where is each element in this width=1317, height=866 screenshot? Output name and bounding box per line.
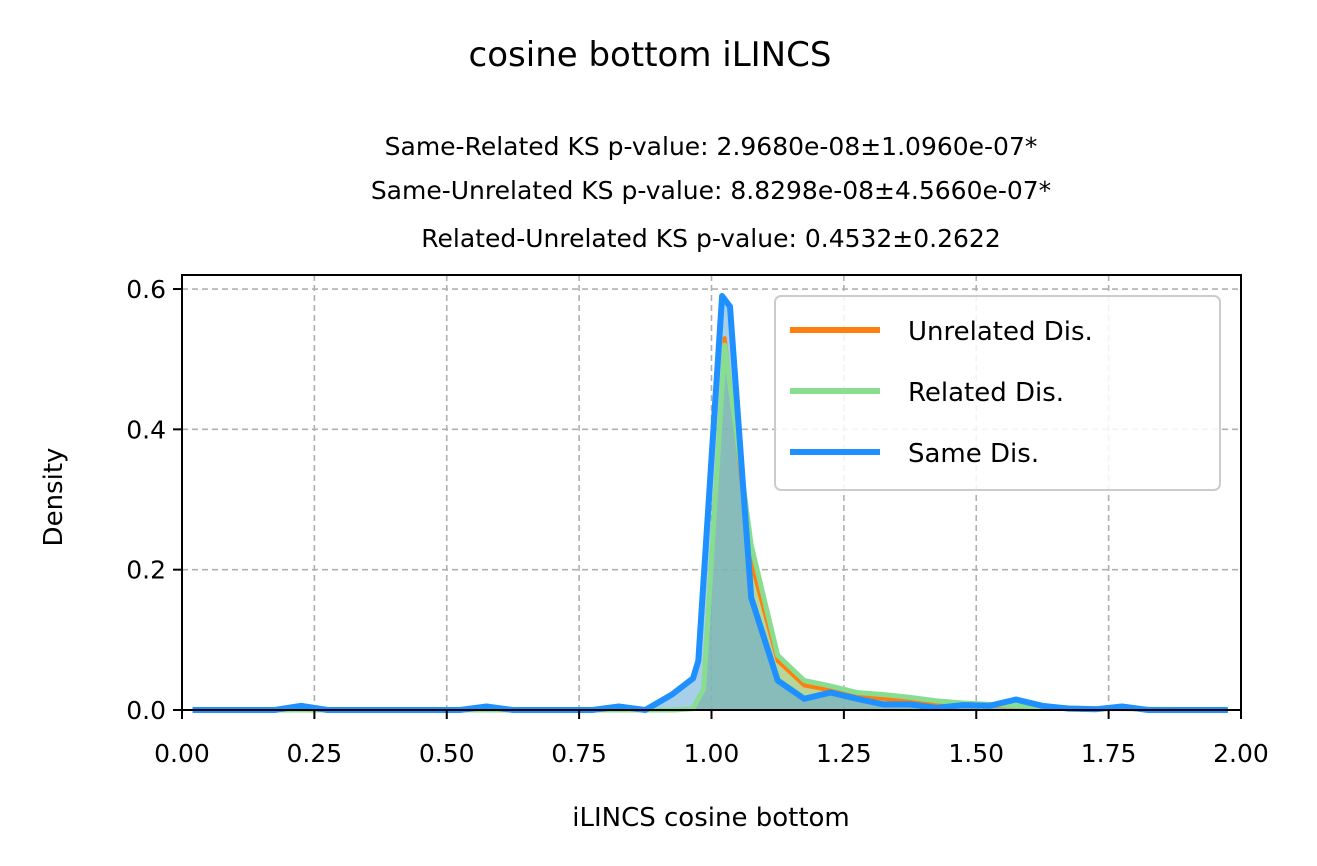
legend-label-unrelated-dis: Unrelated Dis. — [908, 317, 1093, 347]
series-lines — [192, 293, 1228, 713]
x-tick-label: 1.00 — [684, 739, 740, 768]
legend-box — [774, 295, 1221, 491]
legend: Unrelated Dis. Related Dis. Same Dis. — [774, 295, 1221, 491]
legend-label-related-dis: Related Dis. — [908, 378, 1064, 408]
x-axis-label: iLINCS cosine bottom — [572, 803, 850, 833]
y-tick-label: 0.0 — [126, 696, 166, 725]
x-tick-label: 2.00 — [1213, 739, 1269, 768]
x-tick-label: 0.25 — [287, 739, 343, 768]
x-tick-label: 0.50 — [419, 739, 475, 768]
y-tick-label: 0.6 — [126, 275, 166, 304]
x-tick-label: 0.75 — [551, 739, 607, 768]
y-tick-label: 0.2 — [126, 556, 166, 585]
x-tick-label: 1.75 — [1081, 739, 1137, 768]
y-tick-label: 0.4 — [126, 415, 166, 444]
legend-label-same-dis: Same Dis. — [908, 439, 1039, 469]
chart-title: cosine bottom iLINCS — [469, 35, 832, 75]
subtitle-line-3: Related-Unrelated KS p-value: 0.4532±0.2… — [421, 224, 1000, 253]
x-tick-label: 0.00 — [154, 739, 210, 768]
series-line-same-dis — [192, 293, 1228, 713]
subtitle-line-1: Same-Related KS p-value: 2.9680e-08±1.09… — [385, 132, 1038, 161]
x-tick-label: 1.50 — [948, 739, 1004, 768]
x-axis: 0.00 0.25 0.50 0.75 1.00 1.25 1.50 1.75 2.00 — [154, 710, 1269, 768]
y-axis: 0.0 0.2 0.4 0.6 — [126, 275, 182, 725]
x-tick-label: 1.25 — [816, 739, 872, 768]
y-axis-label: Density — [39, 448, 69, 547]
subtitle-line-2: Same-Unrelated KS p-value: 8.8298e-08±4.… — [371, 176, 1051, 205]
